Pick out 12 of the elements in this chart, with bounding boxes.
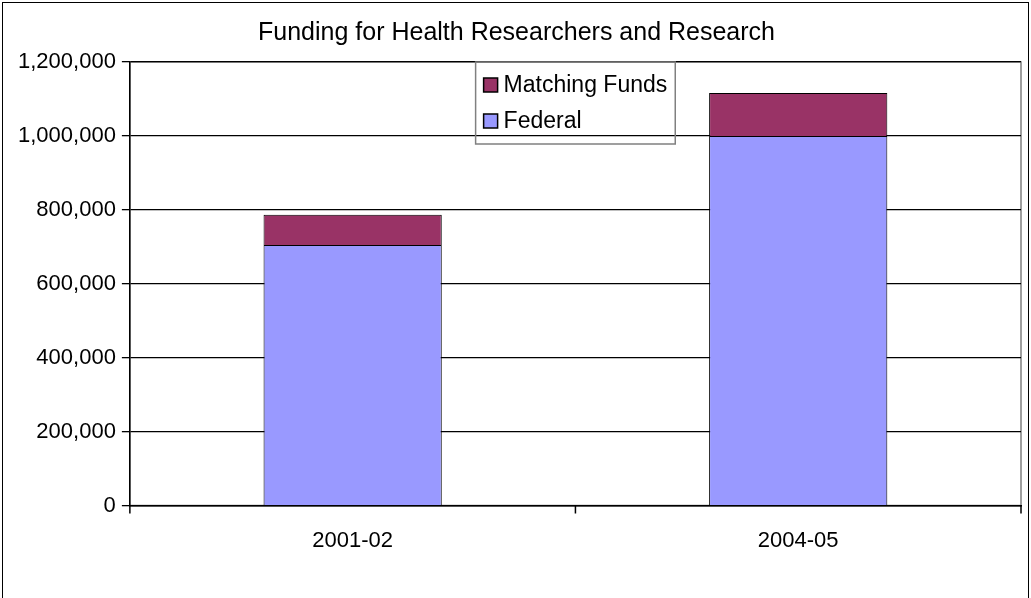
y-tick-label: 0 [103, 491, 116, 517]
y-tick-label: 1,200,000 [18, 48, 116, 74]
y-tick-label: 200,000 [36, 417, 116, 443]
legend-label: Matching Funds [503, 71, 668, 98]
chart-title: Funding for Health Researchers and Research [258, 16, 775, 45]
y-tick-label: 400,000 [36, 343, 116, 369]
y-tick-label: 800,000 [36, 195, 116, 221]
legend-label: Federal [503, 107, 582, 134]
y-tick-label: 1,000,000 [18, 122, 116, 147]
x-tick-label: 2004-05 [757, 526, 839, 552]
y-tick-label: 600,000 [36, 269, 116, 295]
x-tick-label: 2001-02 [312, 526, 394, 552]
